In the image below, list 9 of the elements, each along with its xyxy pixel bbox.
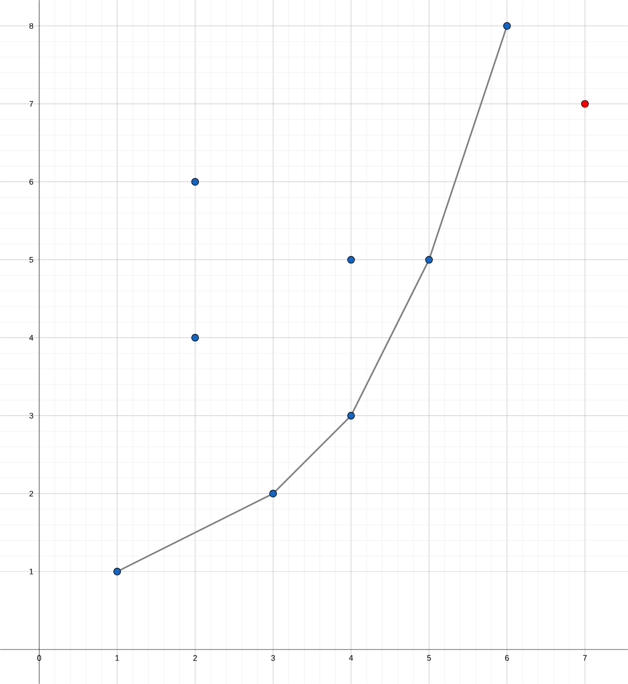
point [191,334,199,342]
point [347,412,355,420]
point [347,256,355,264]
point [191,178,199,186]
point [581,100,589,108]
point [113,568,121,576]
point [425,256,433,264]
point [503,22,511,30]
point [269,490,277,498]
